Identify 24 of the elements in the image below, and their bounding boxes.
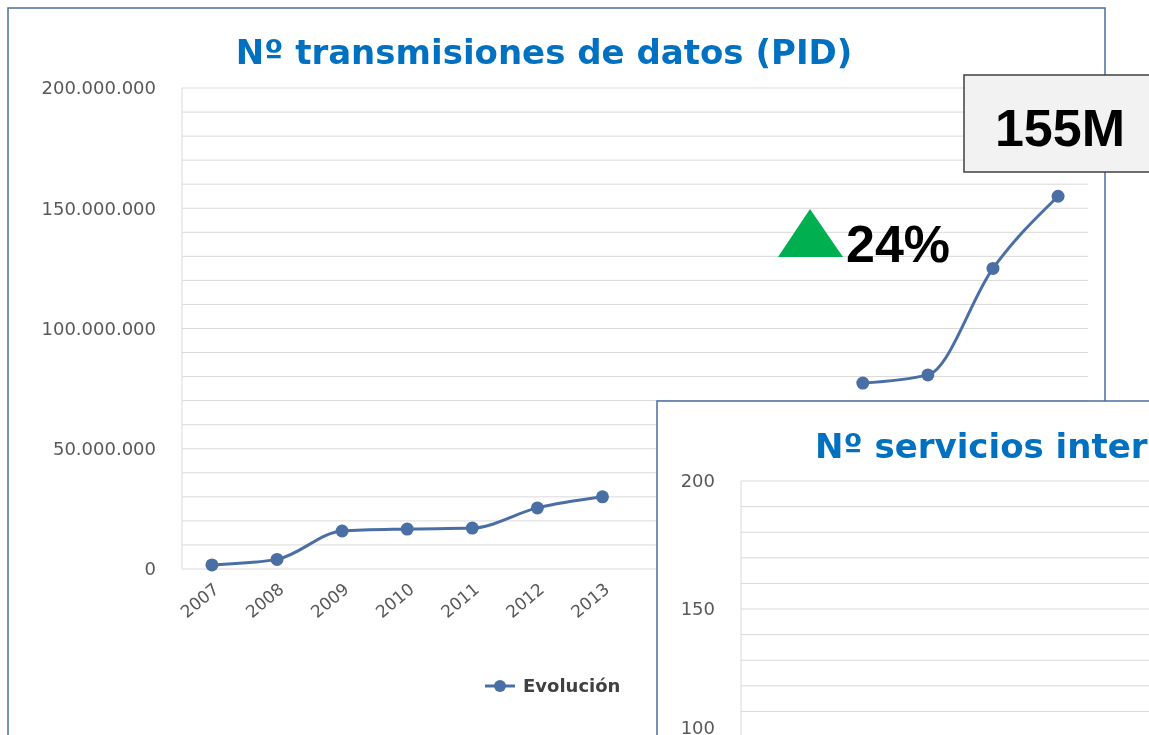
text: 150 — [680, 598, 715, 620]
y-tick-label: 100.000.000 — [41, 317, 156, 339]
point — [400, 522, 414, 536]
point — [1051, 189, 1065, 203]
y-tick-label: 150.000.000 — [41, 197, 156, 219]
annotation: 155M — [994, 99, 1126, 157]
point — [856, 376, 870, 390]
point — [921, 368, 935, 382]
text: 100 — [680, 717, 715, 735]
point — [205, 558, 219, 572]
point — [335, 524, 349, 538]
y-tick-label: 0 — [144, 558, 156, 580]
text: Nº servicios inter — [815, 426, 1148, 466]
y-tick-label: 50.000.000 — [52, 438, 156, 460]
point — [270, 552, 284, 566]
y-tick-label: 200.000.000 — [41, 77, 156, 99]
annotation: 200 — [680, 470, 715, 492]
point — [595, 490, 609, 504]
point — [465, 521, 479, 535]
chart-title: Nº transmisiones de datos (PID) — [235, 32, 853, 72]
point — [986, 261, 1000, 275]
annotation: 24% — [846, 215, 951, 273]
legend-label: Evolución — [523, 675, 621, 697]
point — [530, 501, 544, 515]
